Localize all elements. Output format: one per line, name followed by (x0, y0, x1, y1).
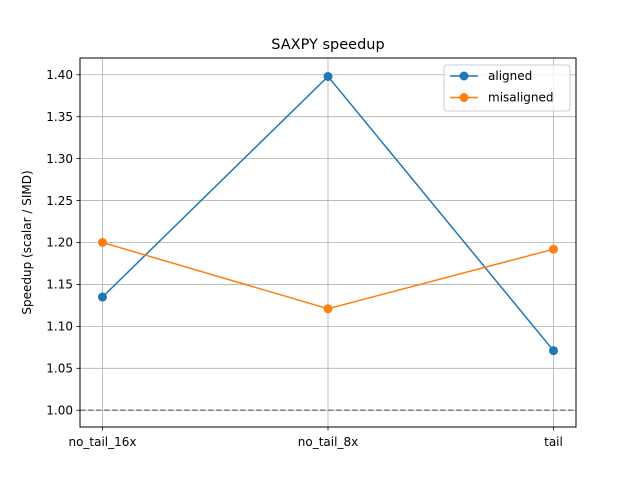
data-point-aligned (549, 346, 558, 356)
grid (80, 58, 576, 427)
chart-title: SAXPY speedup (271, 37, 384, 53)
data-point-misaligned (323, 304, 333, 314)
y-tick-label: 1.30 (46, 152, 73, 166)
y-tick-label: 1.20 (46, 236, 73, 250)
y-axis-label: Speedup (scalar / SIMD) (20, 170, 34, 314)
y-tick-label: 1.10 (46, 320, 73, 334)
data-point-misaligned (98, 238, 107, 247)
y-tick-label: 1.25 (46, 194, 73, 208)
legend: aligned misaligned (443, 64, 571, 112)
y-tick-label: 1.35 (46, 110, 73, 124)
data-point-aligned (98, 292, 107, 302)
y-tick-label: 1.05 (46, 361, 73, 375)
y-tick-label: 1.40 (46, 68, 73, 82)
data-point-misaligned (549, 244, 558, 254)
series-group (98, 71, 558, 356)
x-tick-label: no_tail_16x (68, 435, 136, 449)
y-tick-label: 1.15 (46, 278, 73, 292)
legend-label-aligned: aligned (488, 69, 532, 83)
ticks: no_tail_16x no_tail_8x tail 1.00 1.05 1.10 1.1… (46, 68, 563, 449)
y-tick-label: 1.00 (46, 403, 73, 417)
legend-marker-misaligned (459, 93, 469, 102)
x-tick-label: tail (544, 435, 563, 449)
x-tick-label: no_tail_8x (298, 435, 358, 449)
legend-marker-aligned (459, 71, 469, 81)
legend-label-misaligned: misaligned (488, 91, 554, 105)
data-point-aligned (323, 71, 333, 81)
